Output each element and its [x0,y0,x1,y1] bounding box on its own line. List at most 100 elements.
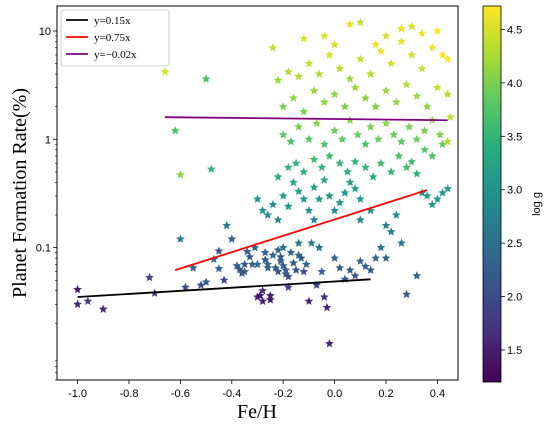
x-tick-label: -0.2 [274,388,293,400]
data-point [433,83,442,92]
data-point [319,139,329,148]
colorbar-tick-label: 4.5 [507,25,522,37]
x-axis-ticks: -1.0 -0.8 -0.6 -0.4 -0.2 0.0 0.2 0.4 [68,380,445,400]
data-point [366,265,375,274]
data-point [294,71,303,81]
data-point [319,31,329,40]
data-point [345,19,355,29]
data-point [314,69,324,78]
data-point [371,39,381,49]
data-point [181,282,190,292]
data-point [294,122,303,131]
data-point [263,210,273,219]
data-point [443,137,453,146]
data-point [407,50,417,59]
data-point [422,102,432,111]
data-point [278,243,288,252]
data-point [335,263,345,272]
legend-label: y=0.75x [94,32,131,44]
data-point [299,194,309,203]
data-point [407,21,417,31]
data-point [227,234,237,243]
data-point [73,284,82,294]
data-point [253,259,262,269]
data-point [376,158,386,168]
data-point [427,151,437,160]
data-point [319,175,329,184]
fit-lines [77,116,448,298]
data-point [345,177,355,187]
y-tick-label: 10 [39,26,51,38]
data-point [219,275,229,284]
data-point [366,69,375,78]
data-point [250,243,260,252]
data-point [381,86,391,95]
colorbar-title: log g [531,192,543,216]
data-point [397,36,406,46]
data-point [376,243,386,252]
data-point [304,134,314,144]
data-point [417,28,427,38]
data-point [304,205,314,215]
data-point [309,154,319,164]
data-point [196,280,206,289]
data-point [386,58,396,68]
data-point [240,267,250,276]
x-tick-label: -0.8 [119,388,138,400]
data-point [201,277,211,286]
data-point [258,205,268,215]
data-point [412,271,422,280]
fit-line [77,278,371,298]
data-point [273,75,283,85]
colorbar-tick-label: 2.5 [507,238,522,250]
data-point [325,339,334,348]
data-point [435,130,445,139]
data-point [317,162,327,172]
data-point [420,126,429,135]
y-tick-label: 0.1 [36,243,51,255]
data-point [176,234,185,243]
data-point [260,247,270,257]
data-point [402,79,411,89]
colorbar-tick-label: 3.5 [507,131,522,143]
data-point [445,112,455,121]
data-point [322,302,332,312]
data-point [145,272,154,282]
data-point [433,26,442,35]
data-point [381,253,391,262]
data-point [376,46,386,55]
y-axis-ticks: 0.1 1 10 [36,26,57,381]
data-point [438,188,447,197]
data-point [273,267,283,276]
data-point [289,177,298,187]
x-tick-label: -1.0 [68,388,87,400]
data-point [294,186,303,196]
data-point [176,170,185,179]
data-point [330,126,339,135]
x-tick-label: 0.4 [430,388,445,400]
data-point [245,252,255,261]
legend-label: y=0.15x [94,15,131,27]
data-point [299,107,309,116]
data-point [371,102,381,111]
data-point [330,89,339,99]
data-point [253,194,262,203]
data-point [402,289,411,299]
data-point [319,292,329,301]
data-point [386,227,396,236]
data-point [368,172,378,181]
data-point [299,267,309,276]
data-point [404,122,414,131]
data-point [73,299,82,308]
data-point [206,164,216,173]
data-point [296,253,306,262]
data-point [317,267,327,276]
data-point [209,254,219,264]
data-point [253,292,262,301]
data-point [391,97,401,106]
data-points [73,17,455,348]
data-point [335,198,345,207]
colorbar: 1.5 2.0 2.5 3.0 3.5 4.0 4.5 log g [482,5,543,383]
data-point [443,54,453,63]
data-point [255,291,265,300]
